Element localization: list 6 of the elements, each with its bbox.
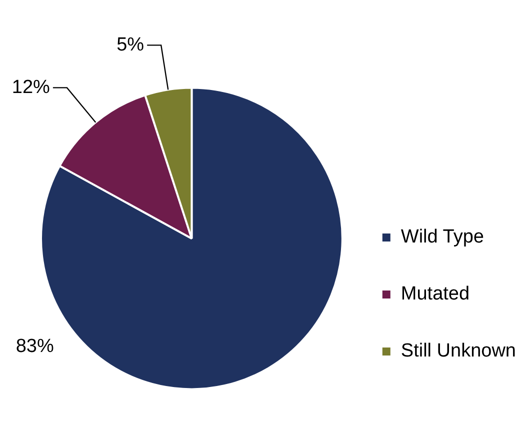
legend-label: Wild Type	[400, 226, 484, 248]
data-label: 12%	[12, 76, 50, 98]
legend-label: Still Unknown	[400, 340, 516, 362]
legend-label: Mutated	[400, 284, 470, 305]
data-label: 83%	[16, 336, 54, 358]
data-label: 5%	[116, 34, 144, 56]
